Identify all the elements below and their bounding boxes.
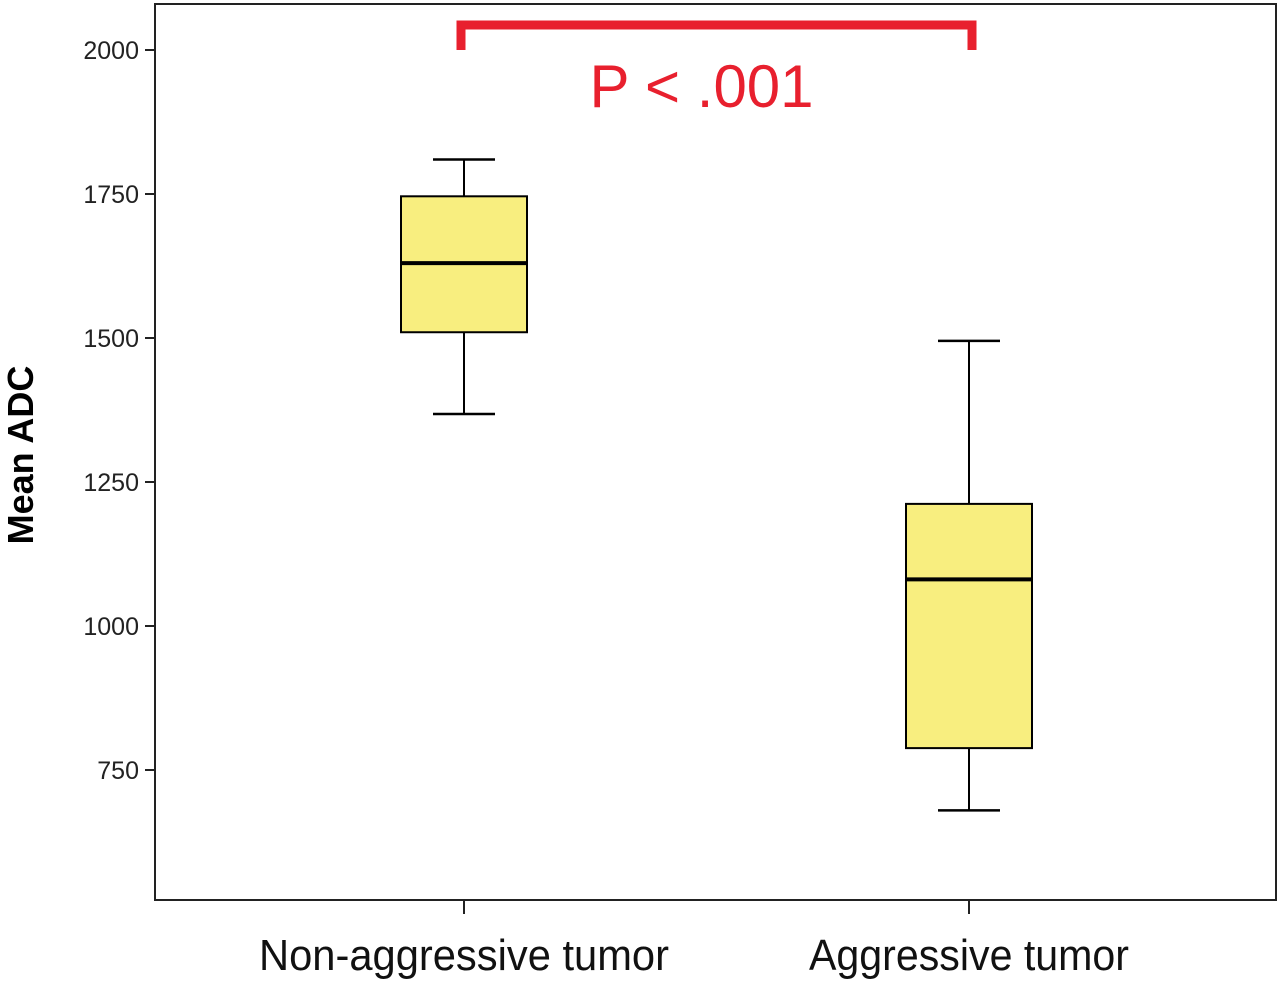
y-tick-label: 2000: [83, 37, 139, 65]
y-tick-label: 1500: [83, 325, 139, 353]
x-axis: Non-aggressive tumor Aggressive tumor: [259, 900, 1129, 980]
box-series: [400, 158, 1033, 812]
significance-annotation: P < .001: [456, 20, 977, 120]
y-tick-label: 750: [97, 757, 139, 785]
iqr-box: [905, 502, 1033, 750]
x-category-label: Aggressive tumor: [809, 931, 1129, 980]
box-non-aggressive: [400, 158, 528, 416]
significance-label: P < .001: [589, 53, 813, 120]
y-axis-title: Mean ADC: [0, 366, 41, 545]
x-category-label: Non-aggressive tumor: [259, 931, 669, 980]
box-aggressive: [905, 339, 1033, 812]
significance-bracket: [456, 20, 977, 50]
y-tick-label: 1750: [83, 181, 139, 209]
y-axis: 750 1000 1250 1500 1750 2000: [83, 37, 155, 785]
y-tick-label: 1250: [83, 469, 139, 497]
plot-area-frame: [154, 3, 1277, 901]
y-tick-label: 1000: [83, 613, 139, 641]
